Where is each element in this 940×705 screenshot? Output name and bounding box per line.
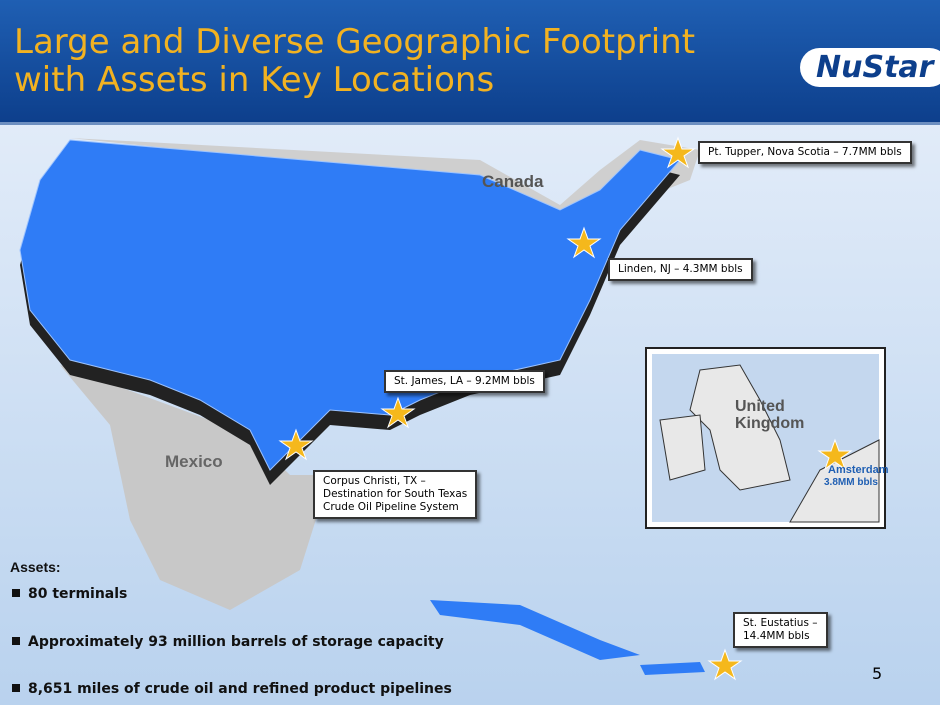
caribbean: [640, 662, 705, 675]
star: [566, 226, 602, 259]
inset-city: Amsterdam: [828, 464, 889, 476]
page-number: 5: [872, 664, 883, 683]
header: Large and Diverse Geographic Footprint w…: [0, 0, 940, 125]
country-label: Canada: [482, 172, 544, 191]
text-line: Crude Oil Pipeline System: [323, 501, 459, 513]
text-line: United: [735, 398, 785, 415]
bullet: Approximately 93 million barrels of stor…: [12, 634, 444, 650]
inset-country: United Kingdom: [735, 398, 804, 432]
star: [278, 428, 314, 461]
star: [380, 396, 416, 429]
star: [817, 438, 853, 471]
bullet: 80 terminals: [12, 586, 127, 602]
bullet: 8,651 miles of crude oil and refined pro…: [12, 681, 452, 697]
callout: Linden, NJ – 4.3MM bbls: [608, 258, 753, 281]
text-line: Kingdom: [735, 415, 805, 432]
caribbean: [430, 600, 640, 660]
text-line: St. Eustatius –: [743, 617, 818, 629]
callout: St. James, LA – 9.2MM bbls: [384, 370, 545, 393]
country-label: Mexico: [165, 452, 223, 471]
text-line: St. James, LA – 9.2MM bbls: [394, 375, 535, 387]
text-line: Pt. Tupper, Nova Scotia – 7.7MM bbls: [708, 146, 902, 158]
canada-land: [70, 138, 700, 215]
text-line: Destination for South Texas: [323, 488, 468, 500]
logo: NuStar: [800, 48, 940, 87]
stars: [278, 136, 853, 681]
europe-land: [789, 439, 880, 523]
callout: Corpus Christi, TX – Destination for Sout…: [313, 470, 478, 519]
callout: Pt. Tupper, Nova Scotia – 7.7MM bbls: [698, 141, 912, 164]
assets-heading: Assets:: [10, 559, 61, 575]
text-line: Corpus Christi, TX –: [323, 475, 426, 487]
callout: St. Eustatius –14.4MM bbls: [733, 612, 828, 648]
text-line: Linden, NJ – 4.3MM bbls: [618, 263, 743, 275]
inset-capacity: 3.8MM bbls: [824, 477, 878, 488]
text-line: 14.4MM bbls: [743, 630, 810, 642]
star: [707, 648, 743, 681]
title-line: Large and Diverse Geographic Footprint: [14, 22, 696, 62]
mexico-land: [60, 365, 330, 610]
title-line: with Assets in Key Locations: [14, 60, 495, 100]
star: [660, 136, 696, 169]
ireland-land: [659, 414, 706, 481]
